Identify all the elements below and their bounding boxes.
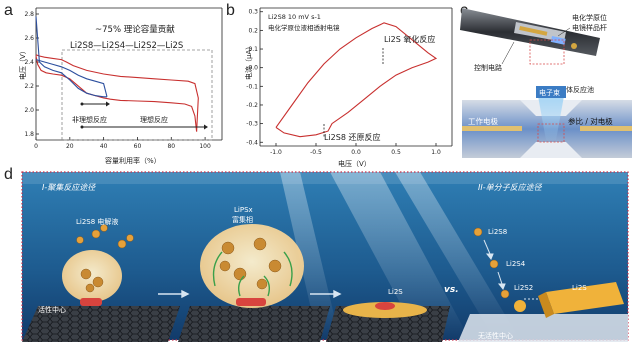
c-ref-counter: 参比 / 对电极 [568, 116, 613, 126]
d-vs: vs. [444, 285, 459, 295]
b-y-tick-label: 0.1 [248, 46, 258, 53]
b-oxidation-label: Li2S 氧化反应 [384, 34, 435, 44]
a-annotation-top: ~75% 理论容量贡献 [95, 24, 175, 35]
a-y-tick-label: 1.8 [24, 131, 34, 138]
panel-c-illustration: 电化学原位 电镜样品杆 控制电路 电化学液体反应池 电子束 工作电极 参比 / … [460, 8, 632, 158]
panel-b-letter: b [226, 2, 235, 19]
a-reaction-chain: Li2S8—Li2S4—Li2S2—Li2S [70, 41, 183, 51]
b-y-tick-label: 0.2 [248, 27, 258, 34]
graphene-sheet-1 [22, 306, 180, 342]
d-pathway-I: I-聚集反应途径 [42, 183, 96, 192]
d-inactive-center: 无活性中心 [478, 331, 513, 340]
a-x-tick-label: 0 [34, 143, 38, 150]
a-non-ideal-label: 非理想反应 [72, 115, 107, 124]
b-reduction-label: Li2S8 还原反应 [324, 132, 380, 142]
d-chain-li2s: Li2S [572, 284, 587, 292]
b-condition-2: 电化学原位液相透射电镜 [268, 23, 340, 32]
a-series-3 [35, 59, 108, 97]
c-holder-label-1: 电化学原位 [572, 13, 607, 22]
a-y-tick-label: 2.8 [24, 11, 34, 18]
d-chain-li2s8: Li2S8 [488, 228, 507, 236]
a-x-tick-label: 60 [134, 143, 142, 150]
a-y-label: 电压（V） [18, 47, 27, 80]
panel-d-letter: d [4, 166, 13, 183]
panel-b-chart: -1.0 -0.5 0.0 0.5 1.0 -0.4 -0.3 -0.2 -0.1 0.0 0.1 0… [244, 7, 453, 168]
a-series-0 [35, 55, 198, 132]
d-lips-rich: LiPSx [234, 206, 253, 214]
d-dotted-frame [21, 171, 629, 341]
b-y-tick-label: -0.4 [246, 139, 258, 146]
b-x-tick-label: -0.5 [310, 149, 322, 156]
panel-a-chart: 0 20 40 60 80 100 1.8 2.0 2.2 2.4 2.6 2.8 ~75% 理论容量… [18, 7, 223, 165]
b-x-tick-label: 1.0 [431, 149, 441, 156]
c-electron-beam: 电子束 [539, 88, 560, 97]
a-x-tick-label: 20 [66, 143, 74, 150]
d-lips-rich-2: 富集相 [232, 215, 253, 224]
a-ideal-label: 理想反应 [140, 115, 168, 124]
b-x-tick-label: -1.0 [270, 149, 282, 156]
b-y-label: 电流（μA） [244, 43, 253, 80]
b-condition-1: Li2S8 10 mV s-1 [268, 13, 321, 21]
liquid-cell [462, 96, 632, 158]
a-x-tick-label: 40 [100, 143, 108, 150]
a-x-tick-label: 80 [167, 143, 175, 150]
d-chain-li2s4: Li2S4 [506, 260, 526, 268]
sample-holder [460, 8, 600, 65]
li2s-bar [538, 282, 624, 318]
panel-d-illustration: I-聚集反应途径 II-单分子反应途径 Li2S8 电解液 LiPSx 富集相 … [21, 171, 629, 342]
b-x-tick-label: 0.0 [351, 149, 361, 156]
c-control-circuit: 控制电路 [474, 63, 502, 72]
a-x-tick-label: 100 [199, 143, 211, 150]
a-series-1 [35, 54, 199, 132]
large-lips-droplet [200, 224, 304, 308]
graphene-sheet-2 [178, 306, 330, 342]
b-y-tick-label: -0.3 [246, 121, 258, 128]
d-active-center: 活性中心 [38, 305, 66, 314]
c-holder-label-2: 电镜样品杆 [572, 23, 607, 32]
c-working-electrode: 工作电极 [468, 116, 498, 126]
small-lips-droplet [62, 250, 122, 302]
d-pathway-II: II-单分子反应途径 [478, 183, 543, 192]
a-x-label: 容量利用率（%） [105, 156, 161, 165]
panel-a-letter: a [4, 2, 13, 19]
a-y-tick-label: 2.6 [24, 35, 34, 42]
b-series-0 [275, 22, 438, 138]
a-series-2 [35, 16, 107, 98]
a-y-tick-label: 2.0 [24, 107, 34, 114]
b-y-tick-label: 0.0 [248, 65, 258, 72]
d-li2s8-electrolyte: Li2S8 电解液 [76, 217, 118, 226]
b-y-tick-label: 0.3 [248, 9, 258, 16]
b-y-tick-label: -0.1 [246, 83, 258, 90]
a-y-tick-label: 2.4 [24, 59, 34, 66]
inactive-surface [458, 314, 628, 342]
b-x-tick-label: 0.5 [391, 149, 401, 156]
a-dashed-box [61, 49, 213, 141]
d-li2s-product-1: Li2S [388, 288, 403, 296]
a-y-tick-label: 2.2 [24, 83, 34, 90]
b-y-tick-label: -0.2 [246, 102, 258, 109]
b-x-label: 电压（V） [338, 159, 371, 168]
d-chain-li2s2: Li2S2 [514, 284, 533, 292]
